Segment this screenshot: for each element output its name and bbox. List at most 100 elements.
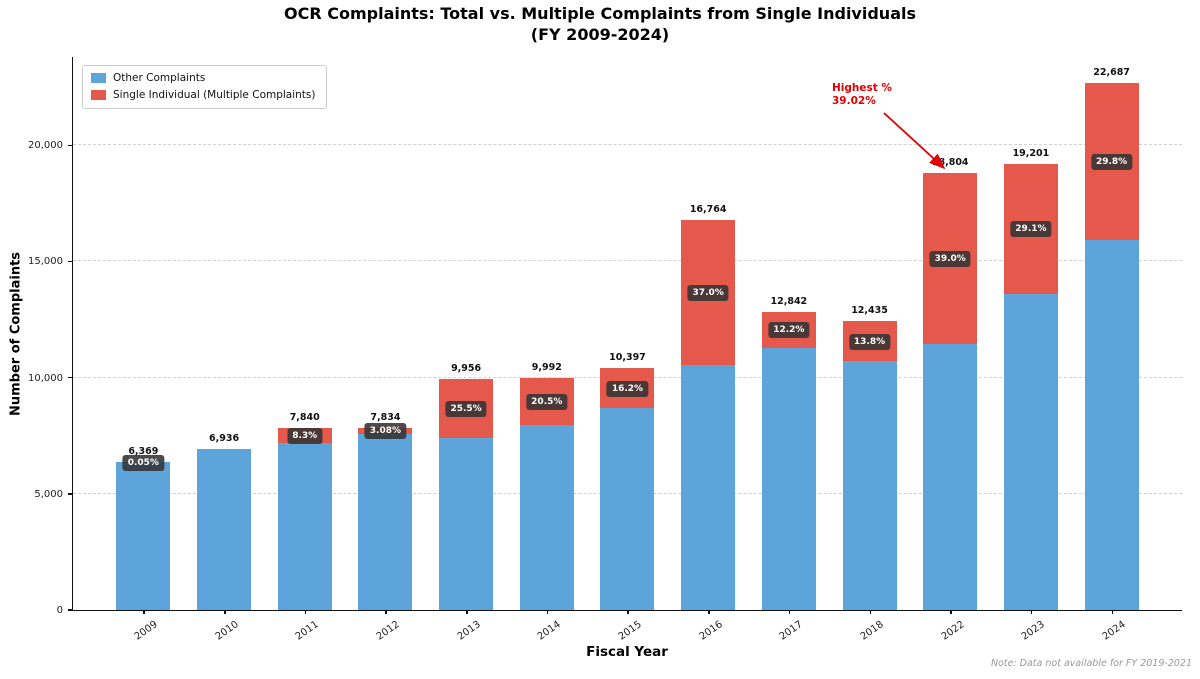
total-value-label: 22,687 bbox=[1093, 66, 1130, 78]
y-tick-mark bbox=[68, 493, 73, 495]
legend-label: Other Complaints bbox=[113, 72, 206, 84]
legend-entry-1: Single Individual (Multiple Complaints) bbox=[91, 89, 316, 101]
x-tick-label: 2023 bbox=[1020, 619, 1048, 643]
percent-badge: 12.2% bbox=[768, 322, 810, 339]
legend-label: Single Individual (Multiple Complaints) bbox=[113, 89, 316, 101]
bar-segment-other-complaints bbox=[1084, 239, 1139, 610]
total-value-label: 12,842 bbox=[770, 295, 808, 307]
stacked-bar bbox=[923, 173, 978, 610]
legend-swatch bbox=[91, 90, 106, 100]
gridline bbox=[73, 260, 1182, 262]
bar-segment-other-complaints bbox=[519, 425, 574, 610]
x-tick-mark bbox=[224, 610, 226, 614]
bar-segment-other-complaints bbox=[681, 364, 736, 610]
percent-badge: 29.8% bbox=[1090, 153, 1133, 170]
stacked-bar bbox=[600, 368, 655, 610]
stacked-bar bbox=[197, 448, 252, 610]
bar-segment-other-complaints bbox=[1003, 293, 1058, 610]
x-tick-mark bbox=[466, 610, 468, 614]
gridline bbox=[73, 144, 1182, 146]
x-tick-mark bbox=[788, 610, 791, 614]
y-tick-label: 5,000 bbox=[34, 488, 63, 500]
bar-segment-other-complaints bbox=[197, 448, 252, 610]
x-tick-label: 2013 bbox=[455, 619, 483, 643]
y-tick-label: 20,000 bbox=[28, 140, 63, 152]
percent-badge: 29.1% bbox=[1010, 221, 1052, 238]
stacked-bar bbox=[277, 427, 332, 610]
total-value-label: 7,840 bbox=[289, 411, 320, 423]
percent-badge: 39.0% bbox=[929, 250, 971, 267]
bar-segment-other-complaints bbox=[277, 442, 332, 610]
x-tick-label: 2017 bbox=[777, 619, 806, 643]
percent-badge: 0.05% bbox=[122, 454, 164, 471]
x-tick-label: 2010 bbox=[213, 619, 241, 643]
y-axis-label: Number of Complaints bbox=[8, 251, 24, 417]
x-tick-label: 2015 bbox=[616, 619, 644, 643]
x-tick-label: 2016 bbox=[697, 619, 725, 643]
x-tick-mark bbox=[627, 610, 629, 614]
stacked-bar bbox=[116, 462, 171, 610]
x-tick-mark bbox=[385, 610, 387, 614]
stacked-bar bbox=[681, 220, 736, 610]
stacked-bar bbox=[842, 321, 897, 610]
bar-segment-other-complaints bbox=[842, 360, 897, 610]
bar-group-2023: 19,201 29.1% 2023 bbox=[991, 57, 1072, 643]
annotation-line1: Highest % bbox=[832, 82, 892, 94]
bar-segment-other-complaints bbox=[358, 433, 413, 610]
bar-group-2009: 6,369 0.05% 2009 bbox=[103, 57, 184, 643]
y-tick-mark bbox=[68, 260, 73, 263]
bar-group-2012: 7,834 3.08% 2012 bbox=[345, 57, 426, 643]
stacked-bar bbox=[761, 311, 816, 610]
percent-badge: 37.0% bbox=[687, 285, 729, 302]
annotation-highest-pct: Highest % 39.02% bbox=[832, 82, 892, 108]
legend-entry-0: Other Complaints bbox=[91, 72, 316, 84]
bar-group-2014: 9,992 20.5% 2014 bbox=[506, 57, 587, 643]
x-tick-mark bbox=[1111, 610, 1114, 614]
bar-group-2013: 9,956 25.5% 2013 bbox=[426, 57, 507, 643]
legend-swatch bbox=[91, 73, 106, 83]
legend: Other Complaints Single Individual (Multi… bbox=[82, 65, 327, 109]
percent-badge: 13.8% bbox=[848, 333, 891, 350]
bar-group-2022: 18,804 39.0% 2022 bbox=[910, 57, 991, 643]
x-tick-mark bbox=[950, 610, 952, 614]
bar-segment-other-complaints bbox=[761, 348, 816, 610]
x-axis-label: Fiscal Year bbox=[586, 644, 668, 660]
x-tick-label: 2014 bbox=[535, 619, 564, 643]
total-value-label: 18,804 bbox=[931, 157, 969, 169]
total-value-label: 7,834 bbox=[370, 411, 401, 423]
total-value-label: 10,397 bbox=[609, 352, 646, 364]
bar-segment-other-complaints bbox=[923, 343, 978, 610]
stacked-bar bbox=[358, 427, 413, 610]
x-tick-mark bbox=[546, 610, 549, 614]
chart-title-line1: OCR Complaints: Total vs. Multiple Compl… bbox=[283, 4, 916, 23]
bar-segment-other-complaints bbox=[600, 407, 655, 610]
x-tick-label: 2022 bbox=[939, 619, 967, 643]
plot-area: 6,369 0.05% 2009 6,936 2010 7,840 8.3% 2011 7,83… bbox=[28, 57, 1182, 643]
total-value-label: 6,369 bbox=[128, 446, 159, 458]
bar-group-2011: 7,840 8.3% 2011 bbox=[264, 57, 345, 643]
total-value-label: 12,435 bbox=[851, 305, 888, 317]
bar-group-2018: 12,435 13.8% 2018 bbox=[829, 57, 910, 643]
x-tick-mark bbox=[708, 610, 710, 614]
total-value-label: 19,201 bbox=[1012, 147, 1050, 159]
percent-badge: 3.08% bbox=[364, 423, 407, 440]
total-value-label: 6,936 bbox=[209, 432, 240, 444]
y-tick-mark bbox=[68, 609, 73, 611]
percent-badge: 8.3% bbox=[287, 427, 323, 444]
total-value-label: 9,956 bbox=[451, 362, 482, 374]
bar-group-2017: 12,842 12.2% 2017 bbox=[749, 57, 830, 643]
bar-segment-other-complaints bbox=[116, 462, 171, 610]
y-tick-label: 0 bbox=[56, 605, 63, 616]
x-tick-label: 2024 bbox=[1100, 619, 1128, 643]
bar-group-2024: 22,687 29.8% 2024 bbox=[1071, 57, 1152, 643]
y-tick-mark bbox=[68, 376, 73, 379]
bar-group-2010: 6,936 2010 bbox=[184, 57, 265, 643]
bar-segment-other-complaints bbox=[439, 437, 494, 610]
y-tick-mark bbox=[68, 144, 73, 147]
x-tick-mark bbox=[869, 610, 872, 614]
total-value-label: 9,992 bbox=[531, 361, 562, 373]
bar-group-2016: 16,764 37.0% 2016 bbox=[668, 57, 749, 643]
x-tick-label: 2012 bbox=[374, 619, 402, 643]
x-tick-label: 2009 bbox=[132, 619, 160, 643]
bar-group-2015: 10,397 16.2% 2015 bbox=[587, 57, 668, 643]
